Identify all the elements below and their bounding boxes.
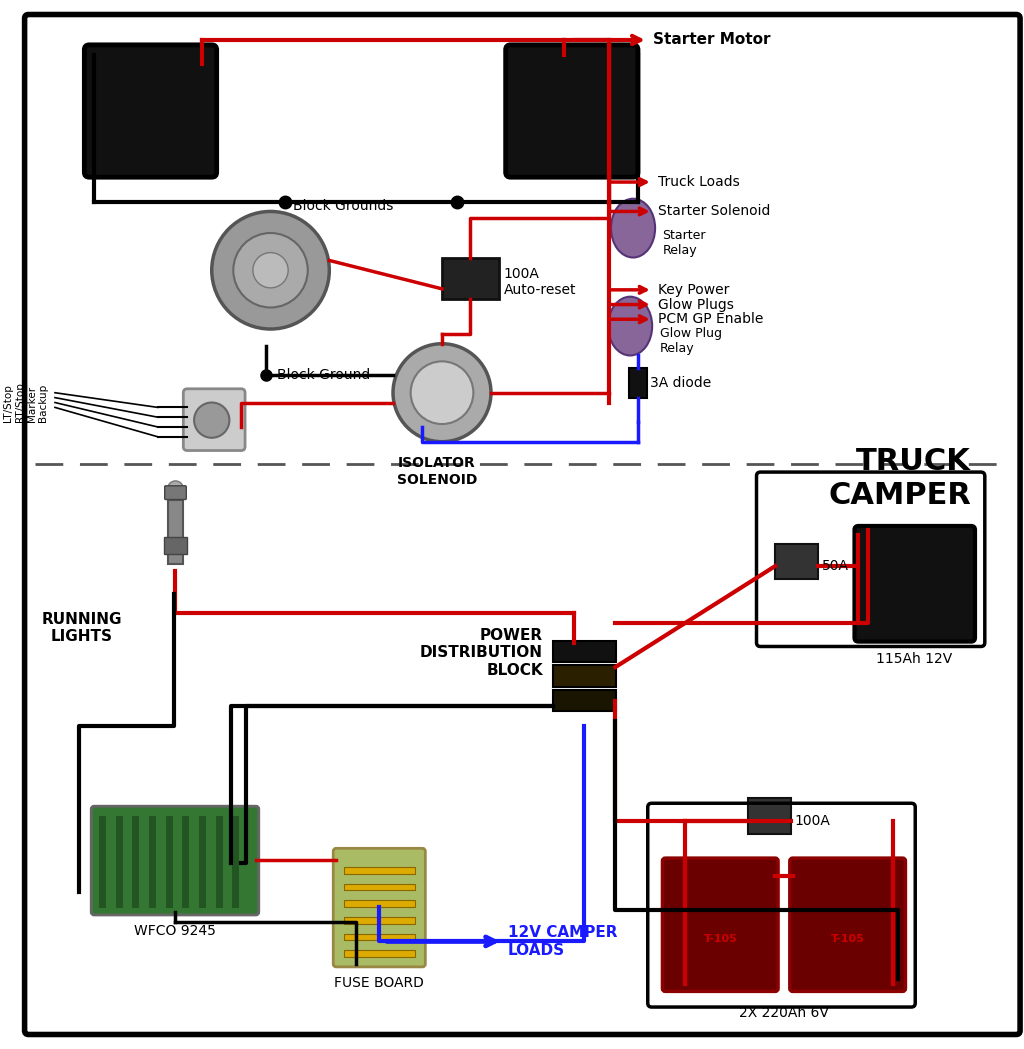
FancyBboxPatch shape bbox=[854, 526, 975, 642]
Bar bbox=[344, 883, 415, 891]
Text: LT/Stop
RT/Stop
Marker
Backup: LT/Stop RT/Stop Marker Backup bbox=[3, 383, 48, 423]
Circle shape bbox=[233, 233, 308, 307]
Bar bbox=[344, 917, 415, 924]
Ellipse shape bbox=[611, 198, 655, 257]
FancyBboxPatch shape bbox=[506, 45, 638, 177]
Text: ISOLATOR
SOLENOID: ISOLATOR SOLENOID bbox=[397, 456, 477, 487]
Text: Starter
Relay: Starter Relay bbox=[663, 229, 706, 257]
Text: 3A diode: 3A diode bbox=[649, 376, 711, 390]
Bar bbox=[553, 641, 616, 662]
Bar bbox=[775, 543, 818, 579]
Circle shape bbox=[411, 361, 473, 424]
Bar bbox=[344, 866, 415, 874]
Text: Block Grounds: Block Grounds bbox=[293, 198, 393, 213]
Ellipse shape bbox=[608, 297, 652, 356]
Circle shape bbox=[212, 212, 330, 329]
Text: PCM GP Enable: PCM GP Enable bbox=[657, 313, 763, 326]
Circle shape bbox=[168, 480, 183, 496]
Text: 100A
Auto-reset: 100A Auto-reset bbox=[504, 266, 577, 297]
Text: Starter Motor: Starter Motor bbox=[652, 33, 770, 47]
Bar bbox=[164, 537, 187, 554]
Text: Glow Plugs: Glow Plugs bbox=[657, 298, 733, 312]
FancyBboxPatch shape bbox=[333, 849, 425, 967]
Text: Block Ground: Block Ground bbox=[278, 368, 371, 382]
FancyBboxPatch shape bbox=[84, 45, 217, 177]
FancyBboxPatch shape bbox=[91, 807, 259, 915]
Text: RUNNING
LIGHTS: RUNNING LIGHTS bbox=[41, 612, 122, 644]
Text: Truck Loads: Truck Loads bbox=[657, 175, 739, 189]
FancyBboxPatch shape bbox=[183, 389, 245, 450]
Bar bbox=[344, 934, 415, 940]
Bar bbox=[344, 950, 415, 957]
Bar bbox=[442, 257, 499, 299]
Text: FUSE BOARD: FUSE BOARD bbox=[335, 976, 424, 989]
Bar bbox=[344, 900, 415, 907]
FancyBboxPatch shape bbox=[663, 858, 778, 991]
Text: Glow Plug
Relay: Glow Plug Relay bbox=[659, 327, 722, 355]
Bar bbox=[748, 798, 791, 834]
FancyBboxPatch shape bbox=[790, 858, 905, 991]
Text: 115Ah 12V: 115Ah 12V bbox=[877, 652, 952, 666]
Text: WFCO 9245: WFCO 9245 bbox=[133, 924, 215, 938]
Text: 2X 220Ah 6V: 2X 220Ah 6V bbox=[739, 1006, 828, 1020]
Text: POWER
DISTRIBUTION
BLOCK: POWER DISTRIBUTION BLOCK bbox=[420, 628, 543, 678]
Text: TRUCK: TRUCK bbox=[856, 447, 971, 475]
Text: 100A: 100A bbox=[795, 814, 830, 828]
Text: T-105: T-105 bbox=[830, 935, 864, 944]
Text: CAMPER: CAMPER bbox=[828, 480, 971, 510]
Bar bbox=[553, 689, 616, 711]
Circle shape bbox=[253, 253, 288, 287]
Bar bbox=[553, 665, 616, 687]
Text: 50A: 50A bbox=[822, 559, 849, 573]
Bar bbox=[168, 500, 183, 564]
Bar bbox=[629, 368, 647, 398]
FancyBboxPatch shape bbox=[165, 486, 186, 499]
Text: T-105: T-105 bbox=[703, 935, 737, 944]
Circle shape bbox=[195, 403, 229, 437]
Text: 12V CAMPER
LOADS: 12V CAMPER LOADS bbox=[508, 925, 617, 958]
Text: Key Power: Key Power bbox=[657, 283, 729, 297]
Text: Starter Solenoid: Starter Solenoid bbox=[657, 205, 770, 218]
Circle shape bbox=[393, 344, 490, 442]
